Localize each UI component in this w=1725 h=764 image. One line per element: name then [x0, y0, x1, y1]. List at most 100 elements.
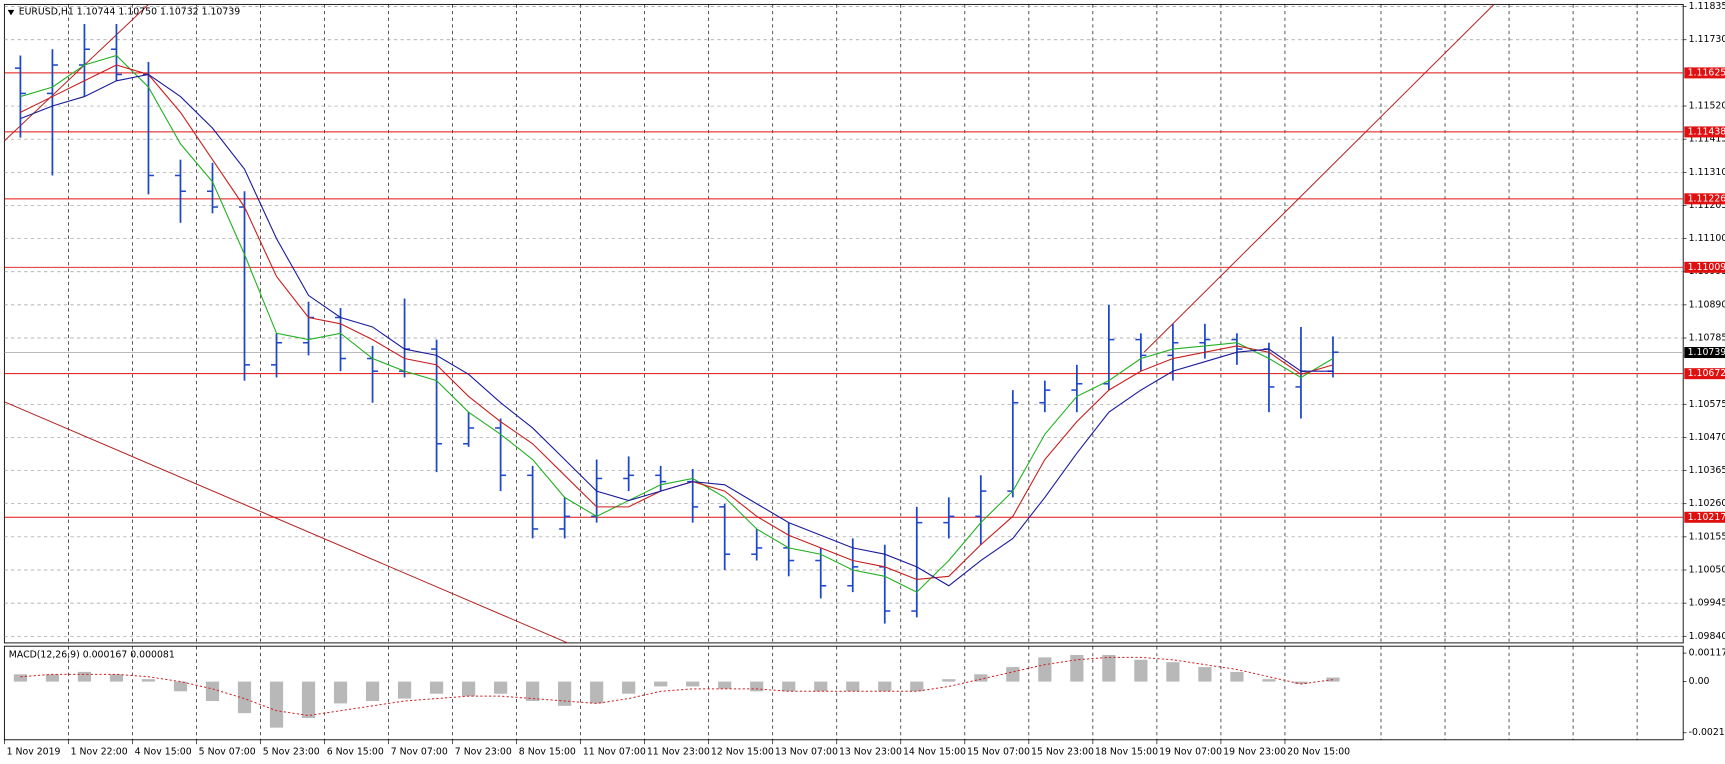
y-tick-label: 1.10260	[1689, 498, 1725, 509]
x-tick-label: 1 Nov 22:00	[71, 746, 128, 757]
y-tick-label: 1.10575	[1689, 399, 1725, 410]
level-label-box	[1684, 261, 1725, 273]
trend-line	[4, 401, 568, 644]
x-tick-label: 19 Nov 23:00	[1223, 746, 1286, 757]
macd-panel	[3, 645, 1684, 741]
y-tick-label: 1.11730	[1689, 34, 1725, 45]
level-label: 1.11226	[1688, 193, 1725, 204]
level-label-box	[1684, 126, 1725, 138]
macd-bar	[109, 674, 124, 682]
y-tick-label: 1.09945	[1689, 598, 1725, 609]
moving-average	[20, 73, 1333, 587]
level-label: 1.10217	[1688, 512, 1725, 523]
y-tick-label: -0.00211	[1689, 727, 1725, 738]
macd-title: MACD(12,26,9) 0.000167 0.000081	[9, 650, 175, 661]
macd-bar	[526, 681, 540, 701]
level-label: 1.10672	[1688, 368, 1725, 379]
x-tick-label: 5 Nov 07:00	[199, 746, 256, 757]
trend-line	[1143, 4, 1495, 353]
macd-bar	[205, 681, 220, 701]
level-label-box	[1684, 368, 1725, 380]
y-tick-label: 1.10050	[1689, 564, 1725, 575]
y-tick-label: 1.11310	[1689, 167, 1725, 178]
macd-bar	[1198, 667, 1212, 682]
level-label: 1.11438	[1688, 126, 1725, 137]
macd-bar	[622, 681, 636, 694]
level-label: 1.11625	[1688, 67, 1725, 78]
chart-title: EURUSD,H1 1.10744 1.10750 1.10732 1.1073…	[19, 7, 241, 18]
macd-bar	[77, 671, 92, 682]
macd-bar	[1102, 654, 1116, 682]
macd-bar	[13, 674, 28, 682]
y-tick-label: 1.10365	[1689, 465, 1725, 476]
x-tick-label: 1 Nov 2019	[7, 746, 61, 757]
level-label-box	[1684, 511, 1725, 523]
macd-bar	[974, 674, 988, 682]
collapse-arrow[interactable]	[7, 9, 15, 16]
macd-bar	[173, 681, 188, 692]
macd-bar	[846, 681, 860, 692]
y-tick-label: 1.11415	[1689, 134, 1725, 145]
x-tick-label: 4 Nov 15:00	[135, 746, 192, 757]
macd-signal	[20, 656, 1334, 717]
macd-bar	[1166, 662, 1180, 682]
macd-bar	[45, 674, 60, 682]
grid	[4, 4, 1684, 740]
y-tick-label: 1.11520	[1689, 101, 1725, 112]
level-label-box	[1684, 67, 1725, 79]
macd-bar	[141, 679, 156, 682]
x-tick-label: 18 Nov 15:00	[1095, 746, 1158, 757]
current-price-box	[1684, 347, 1725, 359]
y-tick-label: 1.11100	[1689, 233, 1725, 244]
y-tick-label: 1.11205	[1689, 200, 1725, 211]
x-tick-label: 13 Nov 07:00	[775, 746, 838, 757]
x-tick-label: 14 Nov 15:00	[903, 746, 966, 757]
macd-bar	[269, 681, 284, 728]
macd-bar	[397, 681, 412, 699]
macd-bar	[590, 681, 604, 704]
y-tick-label: 0.001176	[1689, 648, 1725, 659]
macd-bar	[1134, 659, 1148, 682]
y-tick-label: 1.10785	[1689, 333, 1725, 344]
price-panel	[3, 3, 1684, 644]
macd-bar	[1262, 679, 1276, 682]
macd-bar	[333, 681, 348, 704]
macd-bar	[782, 681, 796, 692]
y-tick-label: 1.10890	[1689, 299, 1725, 310]
macd-bar	[686, 681, 700, 687]
x-tick-label: 11 Nov 23:00	[647, 746, 710, 757]
macd-bar	[814, 681, 828, 692]
macd-bar	[301, 681, 316, 718]
macd-bar	[878, 681, 892, 692]
macd-bar	[237, 681, 252, 714]
x-tick-label: 12 Nov 15:00	[711, 746, 774, 757]
y-tick-label: 1.10470	[1689, 432, 1725, 443]
macd-bar	[558, 681, 572, 706]
macd-bar	[429, 681, 444, 694]
x-tick-label: 15 Nov 07:00	[967, 746, 1030, 757]
x-tick-label: 13 Nov 23:00	[839, 746, 902, 757]
y-tick-label: 1.09840	[1689, 631, 1725, 642]
x-tick-label: 20 Nov 15:00	[1287, 746, 1350, 757]
macd-bar	[1038, 657, 1052, 682]
x-tick-label: 5 Nov 23:00	[263, 746, 320, 757]
x-tick-label: 19 Nov 07:00	[1159, 746, 1222, 757]
macd-bar	[461, 681, 476, 697]
level-label: 1.11009	[1688, 262, 1725, 273]
current-price-label: 1.10739	[1688, 347, 1725, 358]
macd-bar	[750, 681, 764, 692]
level-label-box	[1684, 193, 1725, 205]
x-tick-label: 15 Nov 23:00	[1031, 746, 1094, 757]
macd-bar	[654, 681, 668, 687]
x-tick-label: 6 Nov 15:00	[327, 746, 384, 757]
macd-bar	[1326, 677, 1340, 682]
y-tick-label: 1.11835	[1689, 1, 1725, 12]
macd-bar	[494, 681, 508, 694]
macd-bar	[1070, 654, 1084, 682]
macd-bar	[1294, 681, 1308, 685]
macd-bar	[718, 681, 732, 689]
x-tick-label: 7 Nov 07:00	[391, 746, 448, 757]
macd-bar	[1006, 667, 1020, 682]
